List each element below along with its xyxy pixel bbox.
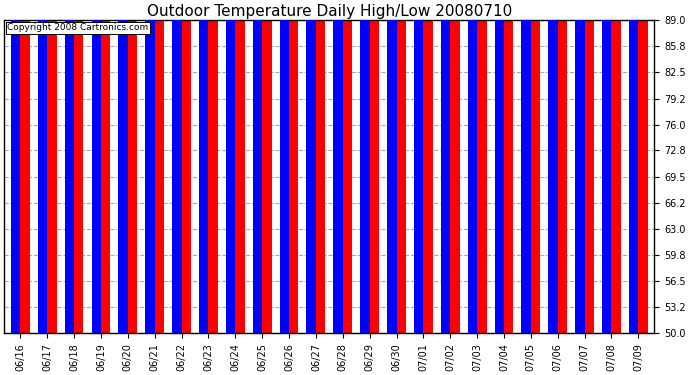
Bar [629, 0, 648, 333]
Bar [414, 0, 433, 333]
Bar [199, 0, 208, 333]
Bar [575, 0, 584, 333]
Bar [92, 0, 110, 333]
Bar [414, 0, 424, 333]
Bar [146, 0, 164, 333]
Bar [146, 0, 155, 333]
Bar [65, 0, 83, 333]
Bar [360, 0, 379, 333]
Text: Copyright 2008 Cartronics.com: Copyright 2008 Cartronics.com [8, 24, 148, 33]
Bar [629, 0, 638, 333]
Bar [253, 0, 272, 333]
Bar [387, 0, 397, 333]
Bar [172, 0, 181, 333]
Bar [360, 0, 370, 333]
Bar [119, 0, 128, 333]
Bar [172, 0, 191, 333]
Bar [119, 0, 137, 333]
Bar [441, 0, 460, 333]
Bar [468, 0, 486, 333]
Bar [495, 0, 504, 333]
Bar [11, 0, 30, 333]
Bar [495, 0, 513, 333]
Bar [38, 0, 47, 333]
Bar [549, 0, 558, 333]
Bar [306, 0, 316, 333]
Bar [549, 0, 567, 333]
Bar [279, 0, 298, 333]
Bar [522, 0, 540, 333]
Bar [333, 0, 343, 333]
Bar [226, 0, 245, 333]
Bar [38, 0, 57, 333]
Bar [306, 0, 325, 333]
Bar [65, 0, 74, 333]
Bar [602, 0, 611, 333]
Bar [575, 0, 594, 333]
Bar [226, 0, 235, 333]
Bar [253, 0, 262, 333]
Bar [441, 0, 451, 333]
Title: Outdoor Temperature Daily High/Low 20080710: Outdoor Temperature Daily High/Low 20080… [147, 4, 512, 19]
Bar [333, 0, 352, 333]
Bar [387, 0, 406, 333]
Bar [92, 0, 101, 333]
Bar [602, 0, 621, 333]
Bar [522, 0, 531, 333]
Bar [279, 0, 289, 333]
Bar [11, 0, 20, 333]
Bar [199, 0, 218, 333]
Bar [468, 0, 477, 333]
